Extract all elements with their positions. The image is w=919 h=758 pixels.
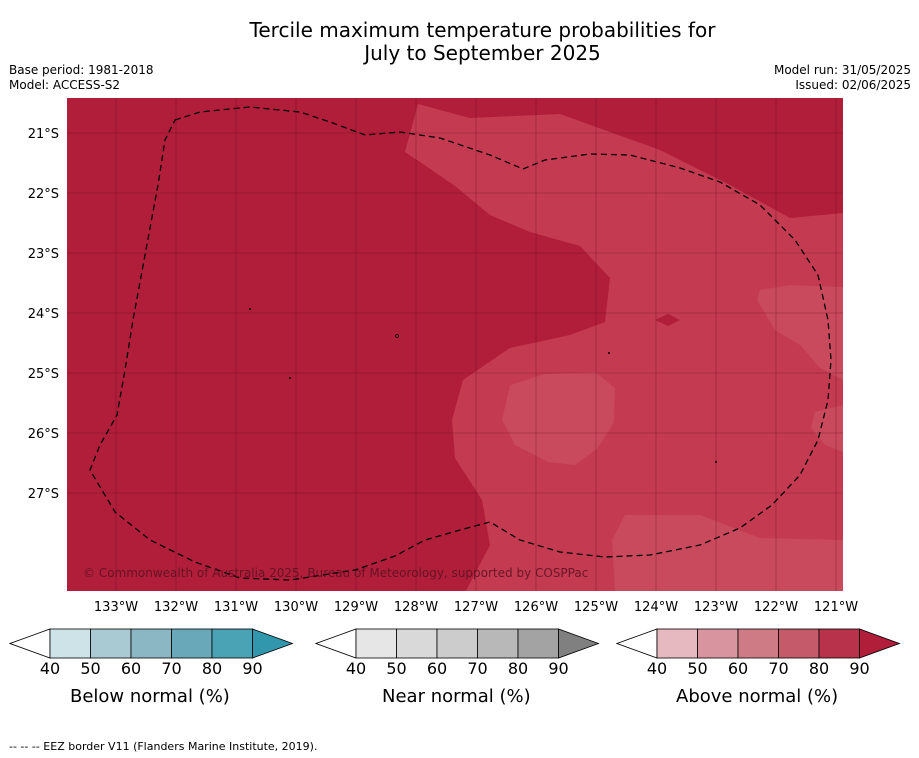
eez-border-line [89, 106, 832, 581]
colorbar-tick-label: 40 [346, 659, 366, 675]
island-speck [608, 352, 610, 354]
lon-label: 129°W [334, 600, 378, 615]
contour-region-60-edge [811, 405, 843, 452]
lon-label: 121°W [814, 600, 858, 615]
colorbar-extend-low [9, 628, 51, 659]
colorbar-extend-low [616, 628, 658, 659]
colorbar-segment [355, 628, 397, 659]
model-name: Model: ACCESS-S2 [9, 78, 121, 92]
colorbar-segment [737, 628, 779, 659]
lat-label: 26°S [28, 427, 59, 442]
island-speck [395, 334, 399, 338]
chart-title: Tercile maximum temperature probabilitie… [0, 19, 919, 65]
colorbar-near: 40 50 60 70 80 90 [315, 628, 600, 675]
contour-spot [655, 314, 680, 326]
contour-region-60-south [612, 515, 843, 591]
lon-label: 123°W [694, 600, 738, 615]
island-speck [715, 461, 717, 463]
colorbar-tick-label: 70 [467, 659, 487, 675]
lon-label: 127°W [454, 600, 498, 615]
colorbar-tick-label: 60 [427, 659, 447, 675]
meta-right: Model run: 31/05/2025 Issued: 02/06/2025 [774, 63, 911, 93]
colorbar-segment [211, 628, 253, 659]
lon-label: 125°W [574, 600, 618, 615]
colorbar-extend-high [558, 628, 600, 659]
contour-region-60-center [502, 372, 615, 465]
longitude-labels: 133°W 132°W 131°W 130°W 129°W 128°W 127°… [94, 600, 858, 615]
colorbar-tick-label: 90 [849, 659, 869, 675]
colorbar-extend-high [252, 628, 294, 659]
colorbar-segment [49, 628, 91, 659]
island-speck [289, 377, 291, 379]
title-line-1: Tercile maximum temperature probabilitie… [249, 18, 716, 42]
contour-region-70 [405, 104, 843, 591]
colorbar-segment [436, 628, 478, 659]
lon-label: 131°W [214, 600, 258, 615]
colorbar-extend-high [859, 628, 901, 659]
lon-label: 126°W [514, 600, 558, 615]
colorbar-tick-label: 60 [728, 659, 748, 675]
island-speck [249, 308, 251, 310]
copyright-text: © Commonwealth of Australia 2025, Bureau… [83, 566, 588, 580]
title-line-2: July to September 2025 [364, 41, 601, 65]
colorbar-tick-label: 80 [508, 659, 528, 675]
lon-label: 130°W [274, 600, 318, 615]
lat-label: 25°S [28, 367, 59, 382]
model-run: Model run: 31/05/2025 [773, 63, 911, 77]
colorbar-tick-label: 40 [40, 659, 60, 675]
lon-label: 128°W [394, 600, 438, 615]
colorbar-segment [90, 628, 132, 659]
colorbar-below: 40 50 60 70 80 90 [9, 628, 294, 675]
colorbar-tick-label: 50 [687, 659, 707, 675]
colorbar-segment [697, 628, 739, 659]
lon-label: 124°W [634, 600, 678, 615]
eez-footnote: -- -- -- EEZ border V11 (Flanders Marine… [9, 740, 318, 753]
colorbar-tick-label: 80 [202, 659, 222, 675]
colorbar-segment [818, 628, 860, 659]
colorbar-segment [130, 628, 172, 659]
colorbar-segment [171, 628, 213, 659]
colorbar-below-title: Below normal (%) [70, 686, 230, 707]
colorbar-segment [477, 628, 519, 659]
colorbar-tick-label: 80 [809, 659, 829, 675]
colorbar-extend-low [315, 628, 357, 659]
lat-label: 23°S [28, 247, 59, 262]
colorbar-tick-label: 70 [161, 659, 181, 675]
colorbar-tick-label: 50 [80, 659, 100, 675]
colorbar-segment [656, 628, 698, 659]
lon-label: 122°W [754, 600, 798, 615]
gridlines [67, 98, 843, 591]
base-period: Base period: 1981-2018 [9, 63, 154, 77]
colorbar-tick-label: 90 [242, 659, 262, 675]
colorbar-tick-label: 40 [647, 659, 667, 675]
colorbar-near-title: Near normal (%) [382, 686, 531, 707]
colorbar-tick-label: 70 [768, 659, 788, 675]
lon-label: 133°W [94, 600, 138, 615]
colorbar-tick-label: 90 [548, 659, 568, 675]
colorbar-tick-label: 60 [121, 659, 141, 675]
colorbar-above-title: Above normal (%) [676, 686, 839, 707]
issued-date: Issued: 02/06/2025 [795, 78, 911, 92]
lat-label: 24°S [28, 307, 59, 322]
colorbar-above: 40 50 60 70 80 90 [616, 628, 901, 675]
colorbar-segment [396, 628, 438, 659]
colorbar-segment [517, 628, 559, 659]
colorbar-tick-label: 50 [386, 659, 406, 675]
lat-label: 27°S [28, 487, 59, 502]
lat-label: 21°S [28, 127, 59, 142]
meta-left: Base period: 1981-2018 Model: ACCESS-S2 [9, 63, 154, 93]
latitude-labels: 21°S 22°S 23°S 24°S 25°S 26°S 27°S [28, 127, 59, 502]
lat-label: 22°S [28, 187, 59, 202]
colorbar-segment [778, 628, 820, 659]
contour-region-60-east [757, 285, 843, 380]
lon-label: 132°W [154, 600, 198, 615]
